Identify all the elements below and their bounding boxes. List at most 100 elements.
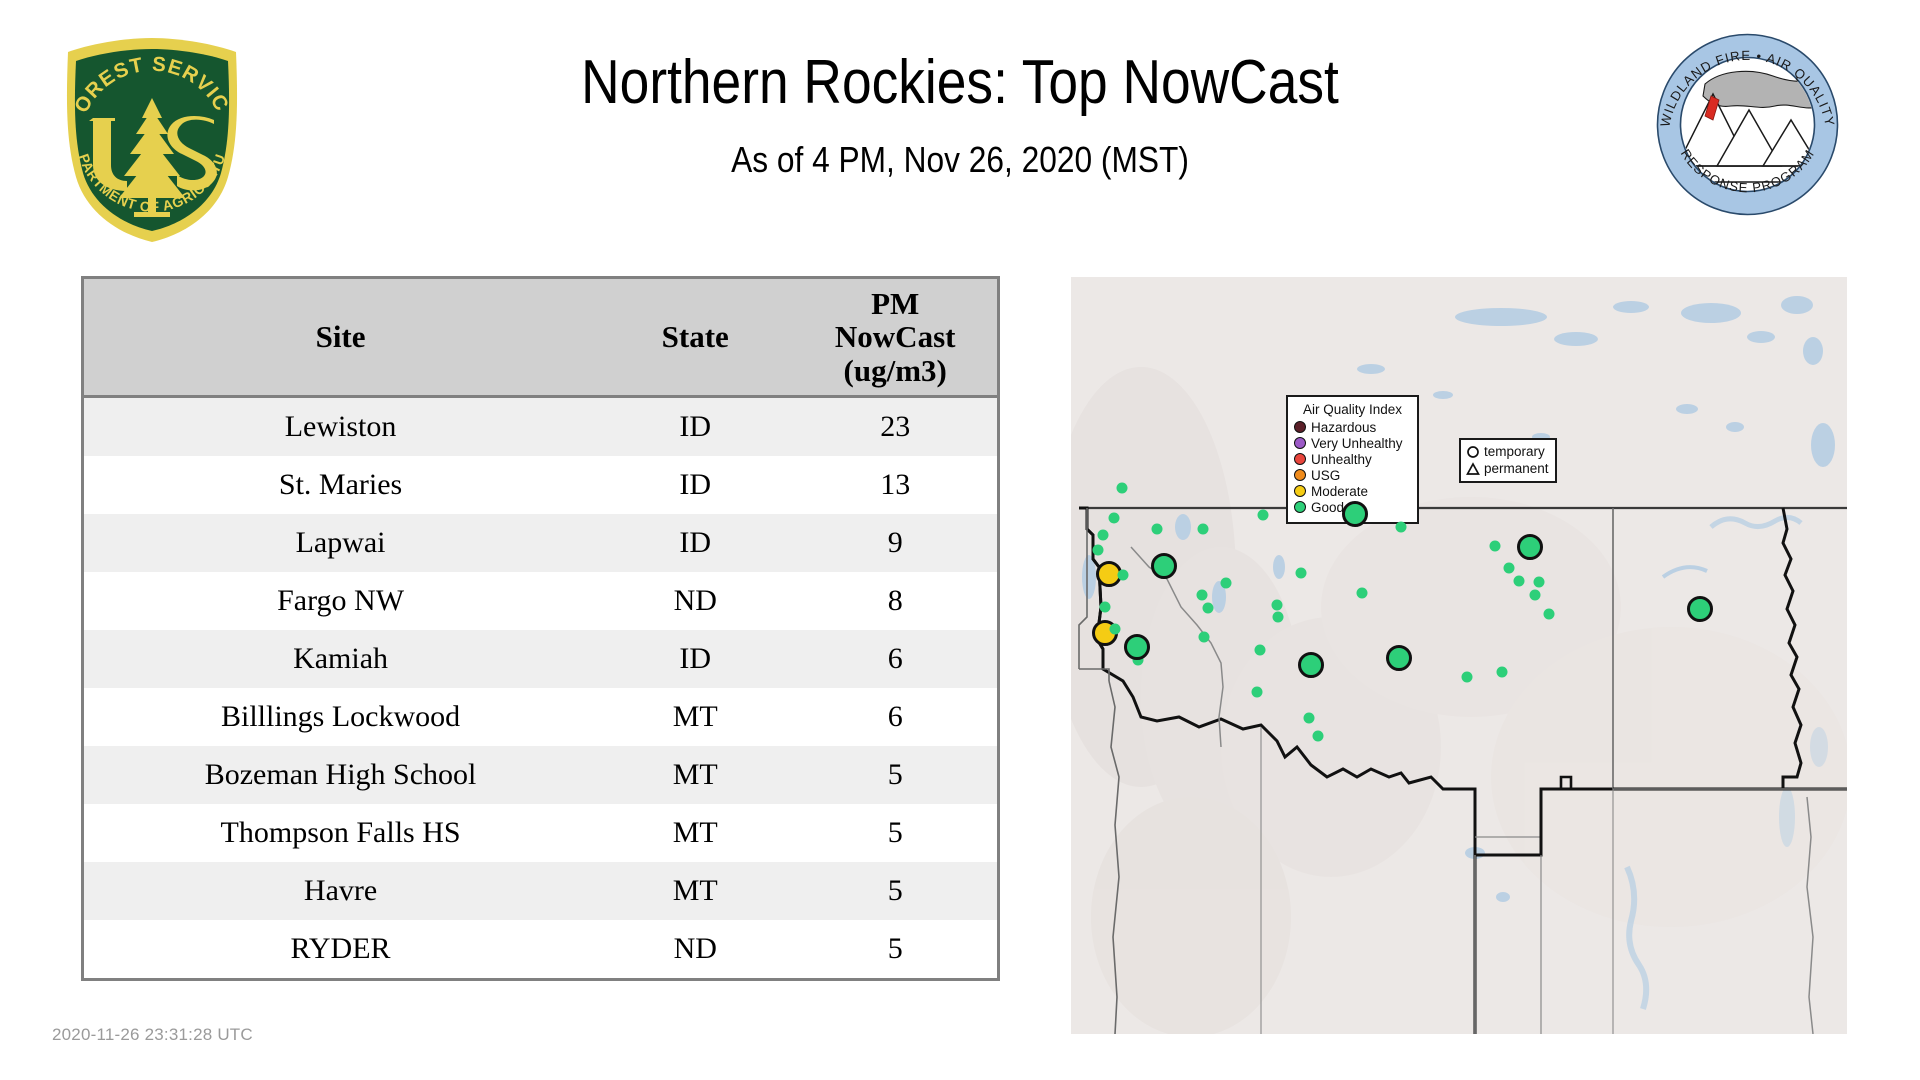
table-row: Fargo NW ND 8	[84, 572, 997, 630]
cell-value: 5	[793, 746, 997, 804]
legend-row-very-unhealthy: Very Unhealthy	[1294, 435, 1411, 451]
table-row: Billlings Lockwood MT 6	[84, 688, 997, 746]
cell-site: Fargo NW	[84, 572, 598, 630]
monitor-marker-good[interactable]	[1108, 512, 1120, 524]
monitor-marker-good[interactable]	[1109, 623, 1121, 635]
cell-state: ID	[597, 514, 794, 572]
monitor-marker-good[interactable]	[1257, 509, 1269, 521]
cell-site: St. Maries	[84, 456, 598, 514]
pm-header-line2: NowCast	[834, 319, 956, 355]
monitor-marker-good[interactable]	[1489, 540, 1501, 552]
monitor-marker-good[interactable]	[1395, 521, 1407, 533]
column-header-state: State	[597, 279, 794, 398]
table-row: Bozeman High School MT 5	[84, 746, 997, 804]
monitor-marker-good[interactable]	[1303, 712, 1315, 724]
cell-value: 5	[793, 804, 997, 862]
legend-label-temporary: temporary	[1484, 444, 1545, 459]
monitor-marker-good[interactable]	[1533, 576, 1545, 588]
legend-row-usg: USG	[1294, 467, 1411, 483]
cell-state: ND	[597, 920, 794, 978]
monitor-marker-good[interactable]	[1513, 575, 1525, 587]
cell-site: Lewiston	[84, 396, 598, 456]
pm-header-line3: (ug/m3)	[843, 352, 947, 388]
monitor-marker-good[interactable]	[1271, 599, 1283, 611]
table-row: Kamiah ID 6	[84, 630, 997, 688]
cell-site: Kamiah	[84, 630, 598, 688]
cell-value: 6	[793, 688, 997, 746]
monitor-marker-good[interactable]	[1254, 644, 1266, 656]
title-block: Northern Rockies: Top NowCast As of 4 PM…	[300, 50, 1620, 181]
legend-swatch-icon	[1294, 437, 1306, 449]
legend-label: Good	[1311, 499, 1345, 515]
aqi-legend-title: Air Quality Index	[1302, 402, 1403, 417]
cell-value: 13	[793, 456, 997, 514]
monitor-marker-good[interactable]	[1197, 523, 1209, 535]
cell-value: 5	[793, 862, 997, 920]
cell-state: ID	[597, 396, 794, 456]
legend-row-hazardous: Hazardous	[1294, 419, 1411, 435]
legend-swatch-icon	[1294, 501, 1306, 513]
monitor-marker-good[interactable]	[1196, 589, 1208, 601]
monitor-marker-good[interactable]	[1220, 577, 1232, 589]
monitor-marker-good[interactable]	[1198, 631, 1210, 643]
legend-swatch-icon	[1294, 421, 1306, 433]
monitor-marker-good[interactable]	[1312, 730, 1324, 742]
cell-value: 6	[793, 630, 997, 688]
legend-swatch-icon	[1294, 469, 1306, 481]
monitor-marker-good[interactable]	[1117, 569, 1129, 581]
circle-icon	[1467, 445, 1479, 458]
monitor-marker-good[interactable]	[1461, 671, 1473, 683]
cell-site: Billlings Lockwood	[84, 688, 598, 746]
monitor-marker-good[interactable]	[1517, 534, 1543, 560]
monitor-marker-good[interactable]	[1272, 611, 1284, 623]
monitor-marker-good[interactable]	[1116, 482, 1128, 494]
cell-state: ID	[597, 630, 794, 688]
page-header: FOREST SERVICE DEPARTMENT OF AGRICULTURE	[0, 0, 1920, 270]
cell-value: 23	[793, 396, 997, 456]
usda-forest-service-logo: FOREST SERVICE DEPARTMENT OF AGRICULTURE	[45, 14, 252, 247]
monitor-marker-good[interactable]	[1099, 601, 1111, 613]
monitor-marker-good[interactable]	[1543, 608, 1555, 620]
cell-state: MT	[597, 804, 794, 862]
legend-row-good: Good	[1294, 499, 1411, 515]
aqi-legend-rows: Hazardous Very Unhealthy Unhealthy USG Moder…	[1294, 419, 1411, 515]
monitor-marker-good[interactable]	[1092, 544, 1104, 556]
monitor-marker-good[interactable]	[1124, 634, 1150, 660]
generated-timestamp: 2020-11-26 23:31:28 UTC	[52, 1025, 253, 1044]
cell-site: RYDER	[84, 920, 598, 978]
monitor-marker-good[interactable]	[1151, 553, 1177, 579]
monitor-marker-good[interactable]	[1496, 666, 1508, 678]
legend-row-permanent: permanent	[1466, 460, 1551, 477]
air-quality-map[interactable]: Air Quality Index Hazardous Very Unhealth…	[1071, 277, 1847, 1034]
monitor-marker-good[interactable]	[1342, 501, 1368, 527]
cell-value: 8	[793, 572, 997, 630]
table-row: Lapwai ID 9	[84, 514, 997, 572]
page-title: Northern Rockies: Top NowCast	[581, 48, 1339, 117]
cell-site: Bozeman High School	[84, 746, 598, 804]
top-nowcast-table: Site State PM NowCast (ug/m3) Lewiston ID…	[81, 276, 1000, 981]
monitor-marker-good[interactable]	[1503, 562, 1515, 574]
monitor-marker-good[interactable]	[1202, 602, 1214, 614]
monitor-marker-good[interactable]	[1386, 645, 1412, 671]
monitor-marker-good[interactable]	[1132, 654, 1144, 666]
page-subtitle: As of 4 PM, Nov 26, 2020 (MST)	[731, 139, 1189, 181]
cell-site: Lapwai	[84, 514, 598, 572]
cell-value: 5	[793, 920, 997, 978]
monitor-marker-good[interactable]	[1097, 529, 1109, 541]
monitor-marker-good[interactable]	[1251, 686, 1263, 698]
legend-label-permanent: permanent	[1484, 461, 1549, 476]
legend-label: USG	[1311, 467, 1341, 483]
legend-swatch-icon	[1294, 485, 1306, 497]
monitor-type-legend: temporary permanent	[1459, 438, 1557, 483]
cell-site: Thompson Falls HS	[84, 804, 598, 862]
monitor-marker-good[interactable]	[1356, 587, 1368, 599]
cell-value: 9	[793, 514, 997, 572]
column-header-pm-nowcast: PM NowCast (ug/m3)	[793, 279, 997, 398]
monitor-marker-good[interactable]	[1151, 523, 1163, 535]
monitor-marker-good[interactable]	[1529, 589, 1541, 601]
monitor-marker-good[interactable]	[1687, 596, 1713, 622]
monitor-marker-good[interactable]	[1298, 652, 1324, 678]
monitor-marker-good[interactable]	[1295, 567, 1307, 579]
wildland-fire-air-quality-response-program-logo: WILDLAND FIRE • AIR QUALITY RESPONSE PRO…	[1655, 32, 1840, 217]
table-row: Havre MT 5	[84, 862, 997, 920]
